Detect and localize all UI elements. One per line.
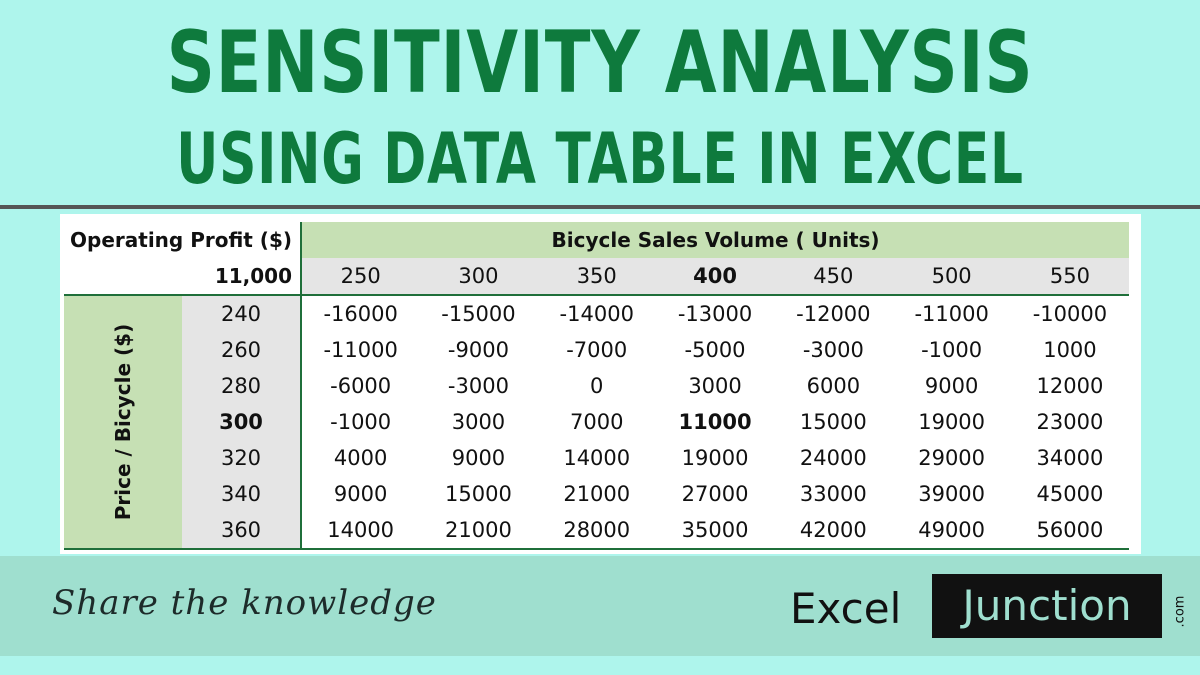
row-value: 280 — [182, 368, 301, 404]
table-cell: 45000 — [1036, 482, 1104, 506]
logo-excel-text: Excel — [790, 584, 902, 633]
table-cell: -11000 — [914, 302, 989, 326]
table-cell: 9000 — [299, 476, 420, 512]
table-cell: -3000 — [447, 374, 509, 398]
table-row: 360 14000 21000 28000 35000 42000 49000 … — [64, 512, 1130, 550]
column-value: 500 — [892, 258, 1011, 296]
table-cell: -14000 — [559, 302, 634, 326]
table-cell: -5000 — [684, 338, 746, 362]
table-cell: 29000 — [918, 446, 986, 470]
table-cell: 35000 — [655, 512, 775, 550]
row-header: Price / Bicycle ($) — [64, 295, 182, 550]
table-cell: 0 — [590, 374, 604, 398]
table-cell: -11000 — [299, 332, 420, 368]
logo-junction-text: Junction — [932, 574, 1162, 638]
table-cell: 15000 — [445, 482, 512, 506]
column-value: 550 — [1010, 258, 1130, 296]
tagline: Share the knowledge — [52, 583, 437, 623]
table-cell: -15000 — [441, 302, 516, 326]
table-cell: -3000 — [802, 338, 864, 362]
table-cell: 19000 — [918, 410, 986, 434]
table-cell: 42000 — [774, 512, 893, 550]
table-cell: -10000 — [1032, 302, 1108, 326]
column-value: 350 — [537, 258, 656, 296]
table-cell: -12000 — [796, 302, 871, 326]
table-cell: 3000 — [451, 410, 506, 434]
table-cell: 9000 — [924, 374, 979, 398]
table-cell: 3000 — [688, 374, 742, 398]
row-value: 320 — [182, 440, 301, 476]
table-cell: -9000 — [447, 338, 509, 362]
table-row: 340 9000 15000 21000 27000 33000 39000 4… — [64, 476, 1129, 512]
table-row: 260 -11000 -9000 -7000 -5000 -3000 -1000… — [64, 332, 1129, 368]
data-table-panel: Operating Profit ($) Bicycle Sales Volum… — [60, 214, 1141, 554]
logo-com-text: .com — [1172, 595, 1188, 628]
table-cell: 15000 — [799, 410, 867, 434]
table-row: 280 -6000 -3000 0 3000 6000 9000 12000 — [64, 368, 1129, 404]
page-subtitle: Using Data Table in Excel — [176, 118, 1024, 200]
table-cell: 6000 — [806, 374, 861, 398]
column-value: 300 — [419, 258, 538, 296]
table-cell: 56000 — [1010, 512, 1130, 550]
table-cell: 24000 — [799, 446, 867, 470]
column-value: 250 — [299, 258, 420, 296]
table-cell: 7000 — [570, 410, 624, 434]
table-cell: 33000 — [799, 482, 867, 506]
table-cell: 34000 — [1036, 446, 1104, 470]
column-value: 450 — [774, 258, 893, 296]
row-value: 360 — [182, 512, 301, 550]
row-value: 260 — [182, 332, 301, 368]
table-cell: 19000 — [681, 446, 749, 470]
table-row: Price / Bicycle ($) 240 -16000 -15000 -1… — [64, 295, 1129, 550]
row-value: 340 — [182, 476, 301, 512]
divider — [0, 205, 1200, 209]
column-value-highlight: 400 — [655, 258, 775, 296]
corner-label: Operating Profit ($) — [70, 228, 292, 252]
table-cell: 21000 — [563, 482, 631, 506]
page-title: Sensitivity Analysis — [166, 13, 1034, 113]
table-cell: 1000 — [1043, 338, 1097, 362]
table-cell: 49000 — [892, 512, 1011, 550]
table-cell: 21000 — [419, 512, 538, 550]
row-value: 240 — [182, 295, 301, 332]
table-cell: -6000 — [299, 368, 420, 404]
table-cell: 23000 — [1036, 410, 1104, 434]
row-header-label: Price / Bicycle ($) — [111, 323, 135, 521]
table-cell: 14000 — [299, 512, 420, 550]
table-row: 320 4000 9000 14000 19000 24000 29000 34… — [64, 440, 1129, 476]
header-row-2: 11,000 250 300 350 400 450 500 550 — [64, 258, 1130, 296]
table-row-highlight: 300 -1000 3000 7000 11000 15000 19000 23… — [64, 404, 1129, 440]
row-value-highlight: 300 — [182, 404, 301, 440]
table-cell: 9000 — [451, 446, 506, 470]
sensitivity-table: Operating Profit ($) Bicycle Sales Volum… — [64, 222, 1130, 550]
table-cell: 12000 — [1036, 374, 1104, 398]
column-header: Bicycle Sales Volume ( Units) — [299, 222, 1130, 258]
table-cell: 39000 — [918, 482, 986, 506]
table-cell: -1000 — [921, 338, 983, 362]
table-cell: -16000 — [299, 295, 420, 332]
table-cell: 4000 — [299, 440, 420, 476]
table-cell: -7000 — [566, 338, 628, 362]
table-cell-highlight: 11000 — [678, 410, 752, 434]
corner-value: 11,000 — [64, 258, 301, 296]
table-cell: 28000 — [537, 512, 656, 550]
table-cell: -13000 — [677, 302, 753, 326]
table-cell: 27000 — [681, 482, 749, 506]
header-row-1: Operating Profit ($) Bicycle Sales Volum… — [64, 222, 1130, 258]
table-cell: -1000 — [299, 404, 420, 440]
table-cell: 14000 — [563, 446, 631, 470]
